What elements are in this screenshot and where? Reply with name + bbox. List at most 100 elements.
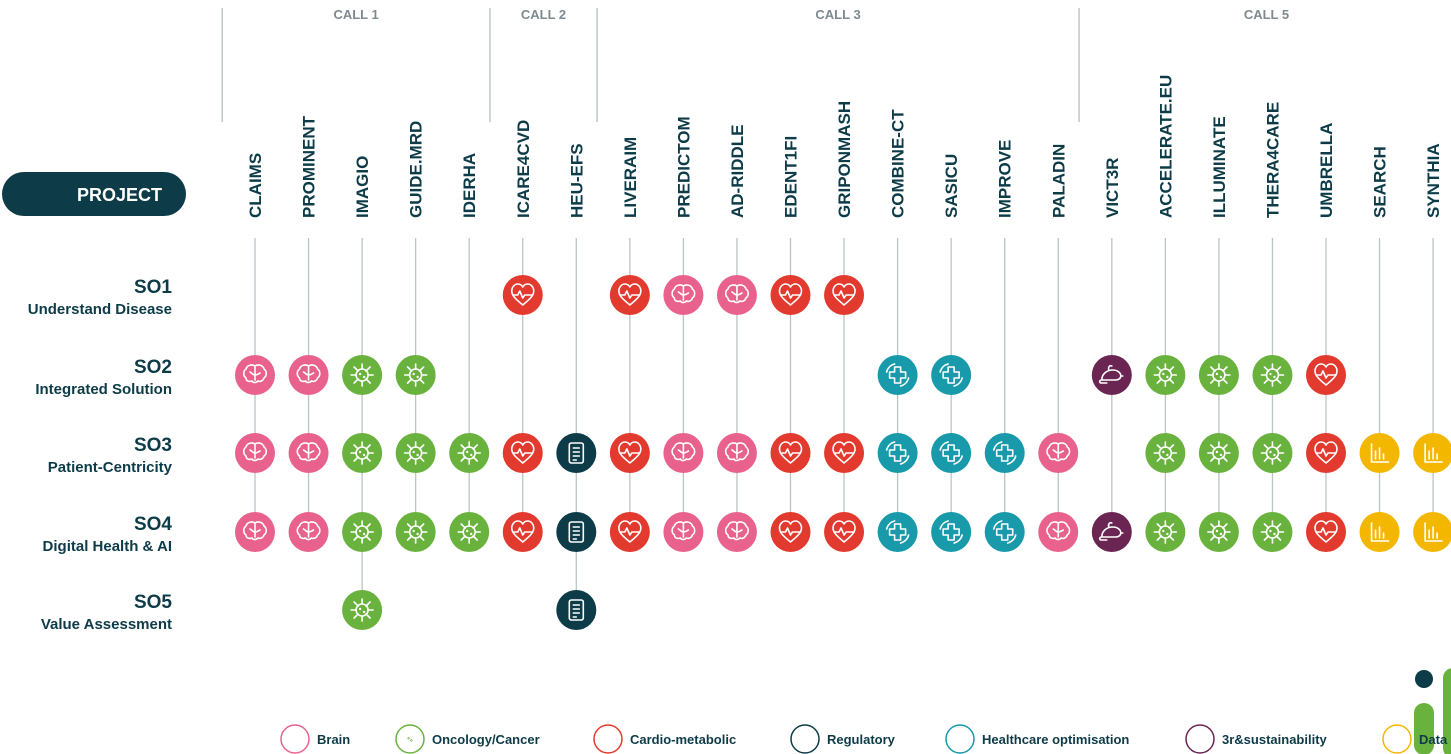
objective-marker: [1145, 355, 1186, 395]
legend-circle: [1185, 724, 1215, 754]
marker-circle: [609, 275, 650, 315]
objective-marker: [931, 355, 972, 395]
objective-marker: [1038, 433, 1079, 473]
marker-circle: [1413, 512, 1451, 552]
objective-marker: [716, 275, 757, 315]
objective-marker: [1252, 512, 1293, 552]
objective-marker: [663, 512, 704, 552]
objective-marker: [663, 433, 704, 473]
project-name: GUIDE.MRD: [407, 121, 426, 218]
marker-circle: [1198, 512, 1239, 552]
objective-marker: [502, 275, 543, 315]
objective-marker: [663, 275, 704, 315]
project-name: SEARCH: [1371, 146, 1390, 218]
objective-marker: [1413, 433, 1451, 473]
objective-name: Integrated Solution: [35, 381, 172, 398]
objective-code: SO4: [134, 514, 172, 535]
objective-marker: [1198, 433, 1239, 473]
objective-marker: [716, 433, 757, 473]
project-name: SYNTHIA: [1424, 143, 1443, 218]
call-label: CALL 1: [333, 7, 378, 22]
objective-marker: [824, 275, 865, 315]
marker-circle: [824, 512, 865, 552]
project-name: PREDICTOM: [674, 116, 693, 218]
marker-circle: [395, 433, 436, 473]
marker-circle: [1091, 355, 1132, 395]
marker-circle: [449, 512, 490, 552]
objective-marker: [449, 512, 490, 552]
marker-circle: [877, 433, 918, 473]
project-name: HEU-EFS: [567, 143, 586, 218]
objective-marker: [1091, 512, 1132, 552]
marker-circle: [1252, 433, 1293, 473]
marker-circle: [1091, 512, 1132, 552]
marker-circle: [984, 433, 1025, 473]
objective-marker: [1198, 355, 1239, 395]
project-name: IMAGIO: [353, 156, 372, 218]
project-name: PROMINENT: [300, 115, 319, 218]
objective-marker: [984, 433, 1025, 473]
objective-marker: [1306, 433, 1346, 473]
objective-marker: [1252, 433, 1293, 473]
legend-label: Healthcare optimisation: [982, 732, 1129, 747]
objective-name: Value Assessment: [41, 616, 172, 633]
objective-marker: [931, 512, 972, 552]
marker-circle: [1145, 433, 1186, 473]
legend-label: Regulatory: [827, 732, 896, 747]
objective-code: SO2: [134, 357, 172, 378]
objective-marker: [395, 355, 436, 395]
project-name: EDENT1FI: [782, 136, 801, 218]
marker-circle: [1145, 512, 1186, 552]
objective-marker: [1198, 512, 1239, 552]
objective-marker: [502, 512, 543, 552]
marker-circle: [342, 433, 383, 473]
marker-circle: [1252, 512, 1293, 552]
marker-circle: [1252, 355, 1293, 395]
legend-circle: [790, 724, 820, 754]
project-name: ICARE4CVD: [514, 120, 533, 218]
marker-circle: [342, 590, 383, 630]
objective-marker: [984, 512, 1025, 552]
legend-icon: [395, 724, 425, 754]
objective-marker: [877, 355, 918, 395]
marker-circle: [931, 512, 972, 552]
objective-name: Digital Health & AI: [43, 538, 172, 555]
marker-circle: [877, 512, 918, 552]
project-name: LIVERAIM: [621, 137, 640, 218]
legend-circle: [593, 724, 623, 754]
legend-label: 3r&sustainability: [1222, 732, 1328, 747]
objective-code: SO5: [134, 592, 172, 613]
project-name: IMPROVE: [996, 140, 1015, 218]
objective-marker: [770, 275, 811, 315]
project-name: PALADIN: [1049, 144, 1068, 218]
project-name: AD-RIDDLE: [728, 125, 747, 219]
logo-bar: [1443, 668, 1451, 754]
marker-circle: [609, 512, 650, 552]
marker-circle: [1306, 512, 1346, 552]
objective-marker: [556, 590, 597, 630]
marker-circle: [556, 590, 597, 630]
objective-marker: [1038, 512, 1079, 552]
legend-icon: [1382, 724, 1412, 754]
legend-icon: [280, 724, 310, 754]
objective-marker: [824, 433, 865, 473]
project-name: UMBRELLA: [1317, 123, 1336, 218]
objective-marker: [235, 433, 275, 473]
objective-marker: [342, 590, 383, 630]
objective-marker: [824, 512, 865, 552]
marker-circle: [1306, 355, 1346, 395]
marker-circle: [1198, 355, 1239, 395]
objective-marker: [1145, 433, 1186, 473]
marker-circle: [1413, 433, 1451, 473]
marker-circle: [824, 275, 865, 315]
objective-marker: [1359, 433, 1400, 473]
project-name: COMBINE-CT: [889, 109, 908, 218]
objective-marker: [1359, 512, 1400, 552]
project-pill: [2, 172, 186, 216]
objective-marker: [288, 433, 329, 473]
objective-marker: [288, 512, 329, 552]
objective-marker: [931, 433, 972, 473]
project-name: ILLUMINATE: [1210, 116, 1229, 218]
legend-circle: [945, 724, 975, 754]
project-name: THERA4CARE: [1263, 102, 1282, 218]
